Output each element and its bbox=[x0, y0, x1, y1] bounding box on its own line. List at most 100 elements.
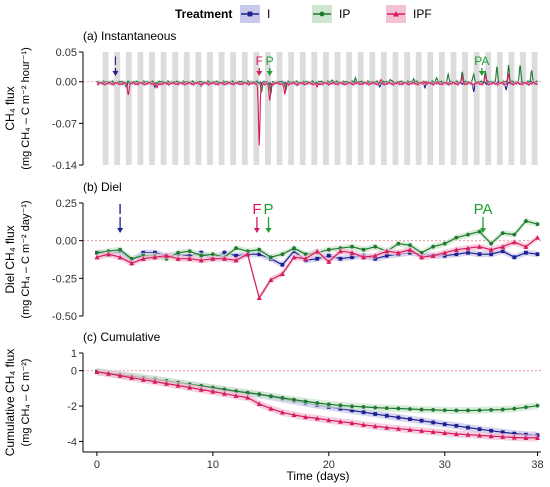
y-tick-label: 0 bbox=[71, 366, 77, 378]
data-point bbox=[524, 405, 528, 410]
data-point bbox=[372, 423, 378, 429]
data-point bbox=[198, 387, 204, 392]
night-band bbox=[508, 52, 515, 165]
data-point bbox=[279, 271, 285, 276]
data-point bbox=[500, 407, 505, 412]
data-point bbox=[337, 419, 343, 424]
data-point bbox=[442, 241, 447, 246]
legend-marker bbox=[247, 11, 253, 17]
plot-area bbox=[94, 218, 541, 301]
data-point bbox=[373, 244, 378, 249]
data-point bbox=[268, 277, 274, 282]
data-point bbox=[163, 253, 169, 258]
y-axis-label: Cumulative CH₄ flux bbox=[3, 349, 17, 457]
annotation-pa: PA bbox=[474, 201, 492, 233]
annotation-p: P bbox=[266, 54, 274, 76]
night-band bbox=[369, 52, 376, 165]
data-point bbox=[221, 256, 227, 261]
data-point bbox=[477, 244, 483, 249]
data-point bbox=[465, 245, 471, 251]
data-point bbox=[118, 247, 123, 252]
data-point bbox=[512, 255, 517, 260]
data-point bbox=[454, 252, 459, 257]
data-point bbox=[210, 252, 215, 257]
data-point bbox=[489, 252, 494, 257]
data-point bbox=[94, 254, 100, 260]
annotation-f: F bbox=[256, 54, 263, 76]
annotation-label: F bbox=[256, 54, 263, 68]
data-point bbox=[453, 247, 459, 252]
data-point bbox=[524, 250, 528, 255]
y-tick-label: -0.50 bbox=[52, 311, 77, 323]
night-band bbox=[276, 52, 283, 165]
data-point bbox=[535, 252, 540, 257]
data-point bbox=[523, 244, 529, 249]
data-point bbox=[442, 430, 448, 436]
data-point bbox=[337, 248, 343, 254]
data-point bbox=[431, 244, 436, 249]
x-tick-label: 20 bbox=[323, 459, 335, 471]
night-band bbox=[531, 52, 538, 165]
data-point bbox=[500, 231, 505, 236]
y-tick-label: -4 bbox=[67, 436, 77, 448]
data-point bbox=[291, 412, 297, 417]
data-point bbox=[233, 257, 239, 263]
data-point bbox=[524, 219, 528, 223]
data-point bbox=[384, 406, 389, 411]
data-point bbox=[257, 247, 262, 252]
data-point bbox=[234, 246, 238, 251]
night-shading bbox=[102, 52, 538, 165]
data-point bbox=[152, 379, 158, 384]
data-point bbox=[373, 412, 378, 416]
data-point bbox=[466, 250, 470, 255]
series-band-ipf bbox=[96, 368, 538, 442]
data-point bbox=[454, 423, 459, 428]
night-band bbox=[346, 52, 353, 165]
night-band bbox=[415, 52, 422, 165]
data-point bbox=[523, 435, 529, 440]
data-point bbox=[488, 247, 494, 252]
night-band bbox=[496, 52, 503, 165]
night-band bbox=[207, 52, 213, 165]
night-band bbox=[253, 52, 260, 165]
data-point bbox=[291, 254, 297, 260]
panel-title: (a) Instantaneous bbox=[83, 29, 176, 43]
night-band bbox=[172, 52, 179, 165]
data-point bbox=[442, 250, 448, 255]
data-point bbox=[454, 235, 459, 240]
annotation-arrow-head bbox=[480, 228, 487, 233]
data-point bbox=[535, 433, 540, 438]
annotation-label: PA bbox=[474, 54, 489, 68]
legend-item-i: I bbox=[240, 5, 270, 23]
data-point bbox=[477, 427, 482, 432]
data-point bbox=[199, 253, 204, 258]
data-point bbox=[407, 427, 413, 432]
x-tick-label: 30 bbox=[439, 459, 451, 471]
data-point bbox=[210, 389, 216, 394]
night-band bbox=[357, 52, 364, 165]
data-point bbox=[94, 369, 100, 375]
data-point bbox=[95, 250, 99, 255]
data-point bbox=[454, 408, 459, 413]
legend-label: IPF bbox=[413, 7, 432, 21]
data-point bbox=[233, 393, 239, 398]
data-point bbox=[361, 410, 366, 415]
annotation-i: I bbox=[117, 201, 124, 233]
night-band bbox=[311, 52, 318, 165]
data-point bbox=[349, 420, 355, 426]
data-point bbox=[268, 406, 274, 411]
data-point bbox=[303, 414, 309, 420]
data-point bbox=[175, 383, 181, 388]
data-point bbox=[106, 371, 112, 376]
data-point bbox=[326, 417, 332, 423]
data-point bbox=[535, 403, 540, 408]
data-point bbox=[396, 241, 401, 246]
data-point bbox=[129, 260, 135, 266]
data-point bbox=[245, 395, 251, 400]
data-point bbox=[373, 256, 378, 261]
night-band bbox=[218, 52, 225, 165]
data-point bbox=[511, 435, 517, 440]
data-point bbox=[419, 418, 424, 423]
data-point bbox=[280, 396, 285, 400]
data-point bbox=[350, 404, 354, 409]
